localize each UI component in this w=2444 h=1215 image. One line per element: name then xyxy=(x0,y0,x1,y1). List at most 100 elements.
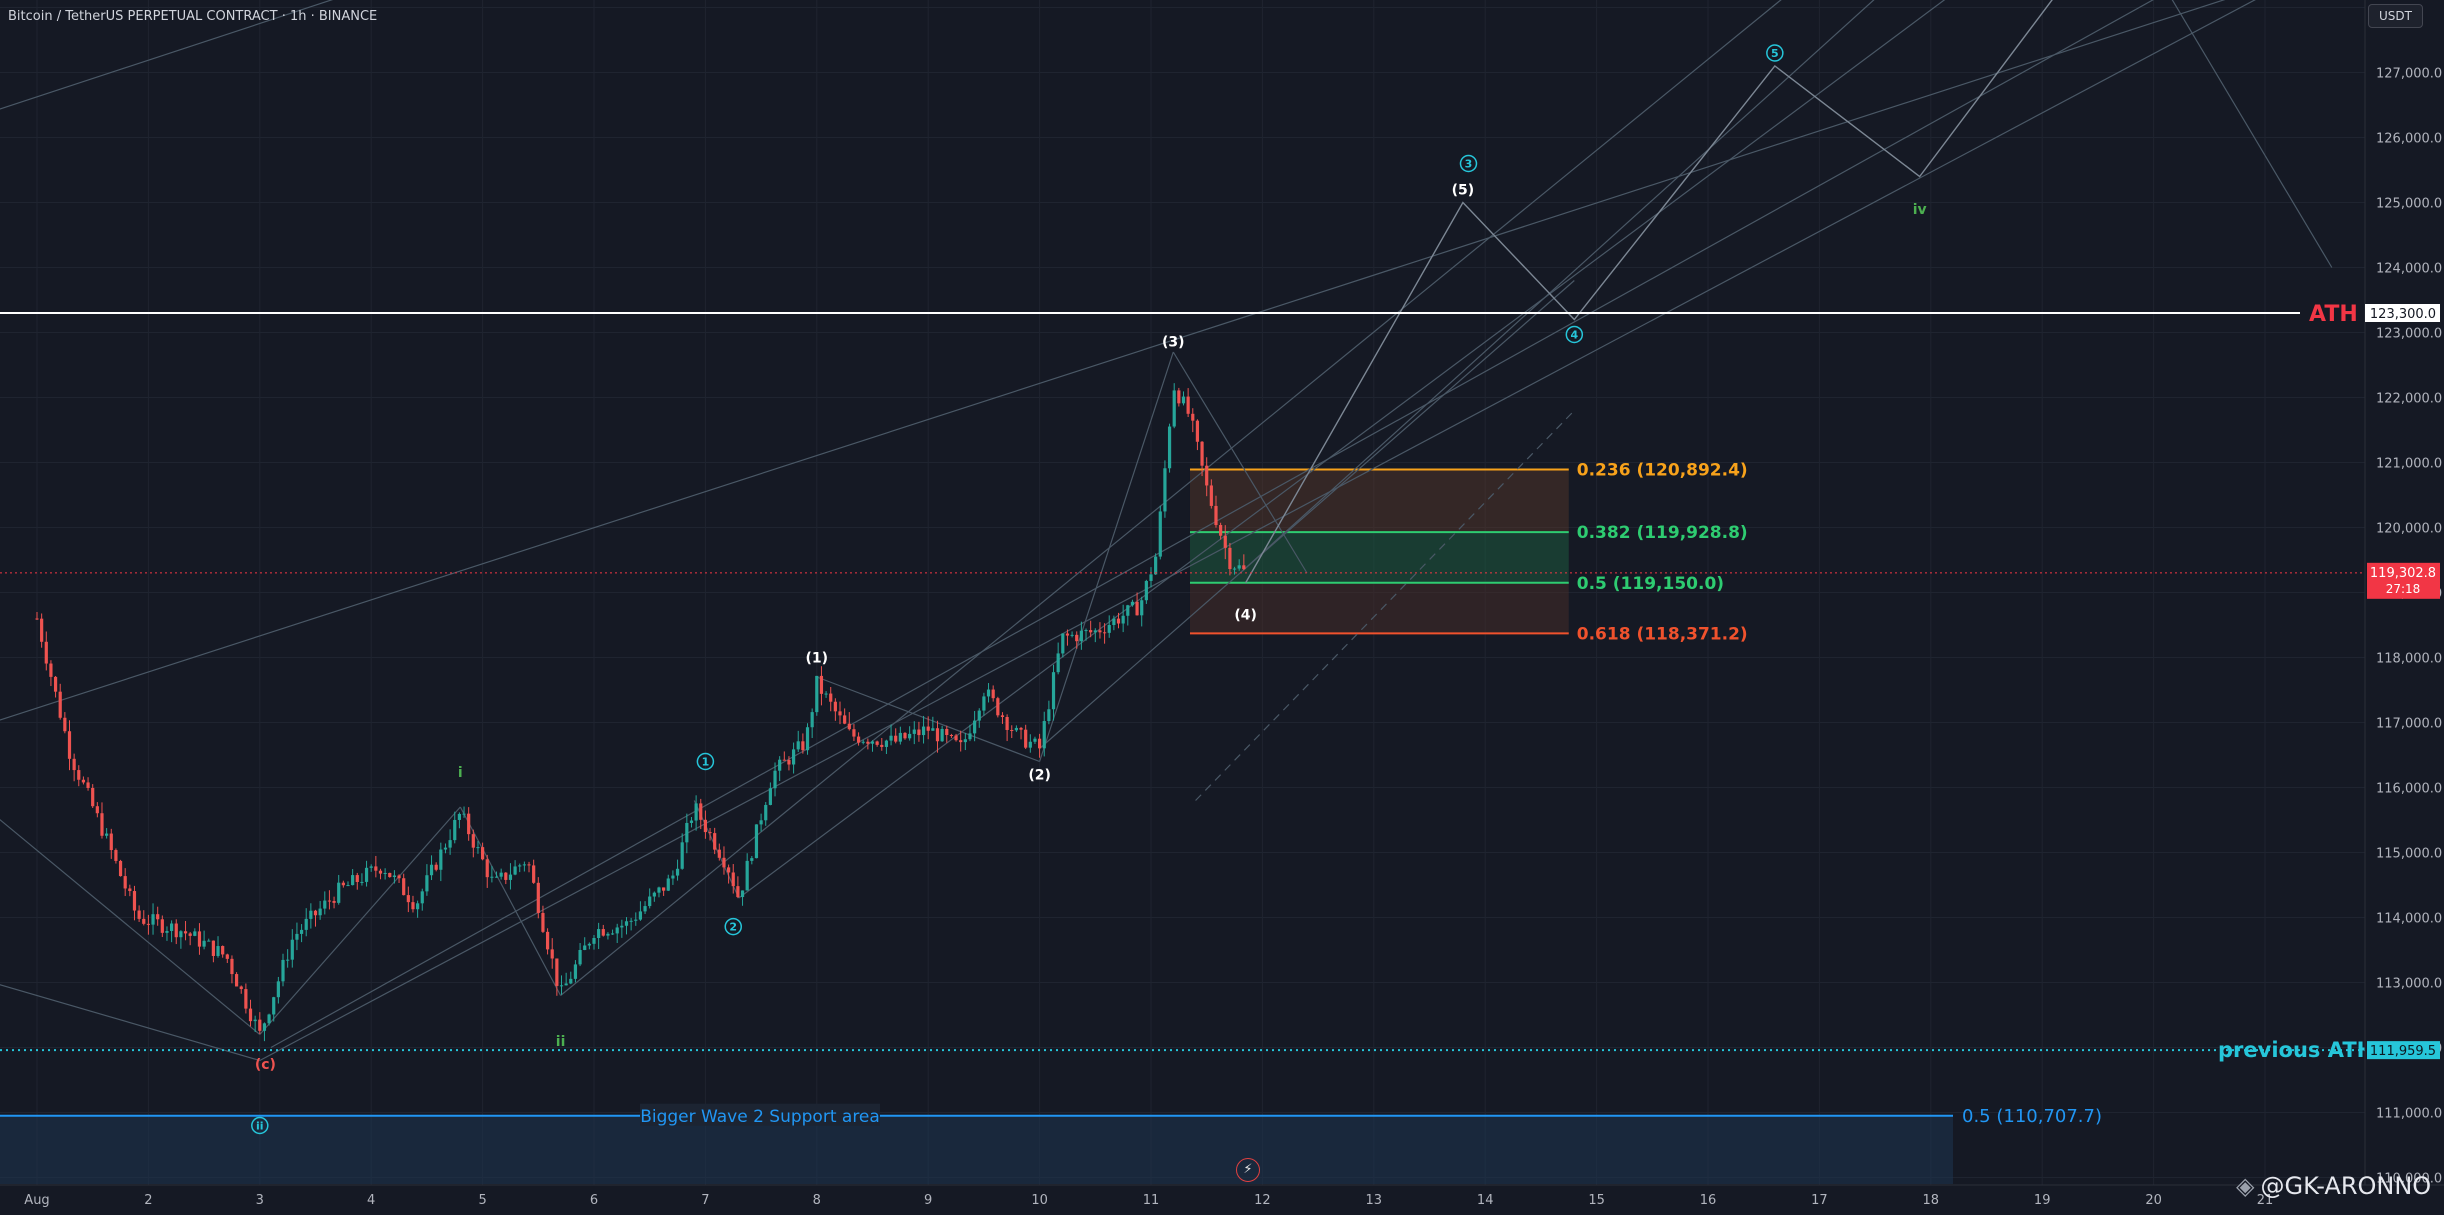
candle-body xyxy=(309,910,313,919)
candle-body xyxy=(754,824,759,859)
candle-body xyxy=(564,983,568,986)
y-tick-label: 118,000.0 xyxy=(2376,652,2442,667)
candle-body xyxy=(787,759,791,765)
candle-body xyxy=(536,882,540,913)
candle-body xyxy=(211,940,215,956)
candle-body xyxy=(1084,630,1088,632)
candle-body xyxy=(1047,709,1051,722)
candle-body xyxy=(833,701,837,712)
candle-body xyxy=(736,886,740,898)
candle-body xyxy=(898,732,902,742)
candle-body xyxy=(281,959,285,982)
wave-label-circle xyxy=(696,752,715,771)
current-price-tag: 119,302.8 xyxy=(2370,566,2436,581)
candle-body xyxy=(624,921,629,926)
trend-line xyxy=(0,984,260,1062)
candle-body xyxy=(740,890,745,898)
candle-body xyxy=(1228,547,1232,570)
projection-path xyxy=(1245,0,2053,584)
x-tick-label: 17 xyxy=(1811,1193,1828,1208)
candle-body xyxy=(225,954,229,959)
candle-body xyxy=(170,923,174,931)
candle-body xyxy=(620,925,624,928)
candle-body xyxy=(81,779,86,783)
candle-body xyxy=(416,903,420,910)
candle-body xyxy=(258,1019,262,1031)
y-tick-label: 115,000.0 xyxy=(2376,847,2442,862)
candle-body xyxy=(527,864,531,866)
candle-body xyxy=(1144,580,1148,601)
candle-body xyxy=(522,864,526,866)
candle-body xyxy=(1149,574,1153,581)
candle-body xyxy=(1177,390,1181,404)
candle-body xyxy=(197,931,202,947)
candle-body xyxy=(337,882,341,903)
x-tick-label: 6 xyxy=(590,1193,598,1208)
candle-body xyxy=(383,872,387,874)
candle-body xyxy=(420,891,424,904)
x-tick-label: 8 xyxy=(813,1193,821,1208)
candle-body xyxy=(680,842,684,869)
candle-body xyxy=(764,804,768,821)
candle-body xyxy=(1163,468,1167,512)
trend-line xyxy=(560,0,1782,996)
candle-body xyxy=(239,986,243,990)
y-tick-label: 120,000.0 xyxy=(2376,522,2442,537)
candle-body xyxy=(606,933,610,936)
candle-body xyxy=(996,698,1000,716)
candle-body xyxy=(689,820,694,823)
candle-body xyxy=(105,833,109,836)
candle-body xyxy=(1172,390,1176,427)
candle-body xyxy=(569,978,573,984)
candle-body xyxy=(1167,426,1172,469)
candle-body xyxy=(100,813,104,836)
candle-body xyxy=(973,720,977,734)
candle-body xyxy=(402,878,406,896)
candle-body xyxy=(267,1014,271,1024)
wave-label: (1) xyxy=(806,651,829,667)
candle-body xyxy=(1038,738,1042,749)
candle-body xyxy=(77,770,81,780)
x-tick-label: 21 xyxy=(2257,1193,2274,1208)
candle-body xyxy=(253,1019,257,1022)
candle-body xyxy=(234,974,239,987)
fib-zone-3 xyxy=(1189,582,1569,634)
candle-body xyxy=(1195,420,1200,442)
candle-body xyxy=(1093,630,1097,633)
candle-body xyxy=(583,945,587,950)
candle-body xyxy=(156,914,160,920)
bolt-icon[interactable]: ⚡ xyxy=(1236,1158,1260,1182)
trend-line xyxy=(259,806,461,1035)
currency-button[interactable]: USDT xyxy=(2368,4,2423,28)
wave-label: 4 xyxy=(1570,328,1578,341)
candle-body xyxy=(63,717,67,732)
candle-body xyxy=(1232,568,1237,570)
x-tick-label: 18 xyxy=(1923,1193,1940,1208)
candle-body xyxy=(1056,653,1060,673)
candle-body xyxy=(114,850,118,861)
candle-body xyxy=(745,860,749,891)
fib-label: 0.236 (120,892.4) xyxy=(1577,460,1748,480)
candle-body xyxy=(230,958,234,975)
candle-body xyxy=(272,997,276,1015)
candle-body xyxy=(128,888,132,892)
candle-body xyxy=(638,911,643,920)
candle-body xyxy=(912,729,916,734)
wave-label: (c) xyxy=(255,1057,276,1073)
candle-body xyxy=(244,989,248,1009)
candle-body xyxy=(982,696,986,711)
candle-body xyxy=(457,813,461,820)
candle-body xyxy=(643,906,647,912)
price-axis-bg xyxy=(2365,0,2444,1215)
candle-body xyxy=(1107,625,1111,633)
candle-body xyxy=(1158,511,1162,557)
x-tick-label: 16 xyxy=(1700,1193,1717,1208)
candle-body xyxy=(453,819,457,841)
candle-body xyxy=(439,849,443,870)
wave-label: ii xyxy=(256,1120,264,1133)
wave-label: (5) xyxy=(1452,183,1475,199)
candle-body xyxy=(1065,633,1070,636)
candle-body xyxy=(866,741,870,744)
candle-body xyxy=(295,933,299,940)
